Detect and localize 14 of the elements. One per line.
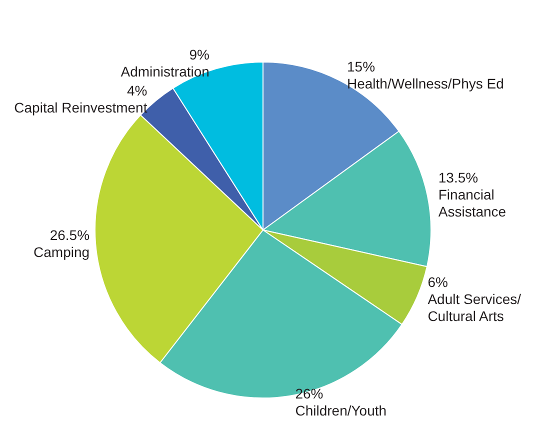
slice-label: Administration (120, 63, 210, 80)
data-label: 9% (189, 46, 210, 62)
slice-label: Financial Assistance (438, 186, 506, 220)
data-label: 26% (295, 385, 324, 402)
data-label: 6% (428, 274, 448, 290)
slice-label: Capital Reinvestment (14, 99, 148, 116)
slice-label: Health/Wellness/Phys Ed (346, 75, 504, 92)
data-label: 15% (346, 58, 376, 74)
data-label: 4% (126, 82, 148, 98)
slice-label: Adult Services/Cultural Arts (428, 291, 522, 324)
data-label: 13.5% (438, 170, 478, 186)
slice-label: Camping (34, 244, 90, 260)
data-label: 26.5% (50, 227, 90, 244)
slice-label: Children/Youth (295, 402, 387, 418)
